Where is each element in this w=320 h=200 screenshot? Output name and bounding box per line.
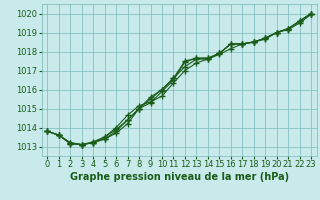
X-axis label: Graphe pression niveau de la mer (hPa): Graphe pression niveau de la mer (hPa) [70, 172, 289, 182]
